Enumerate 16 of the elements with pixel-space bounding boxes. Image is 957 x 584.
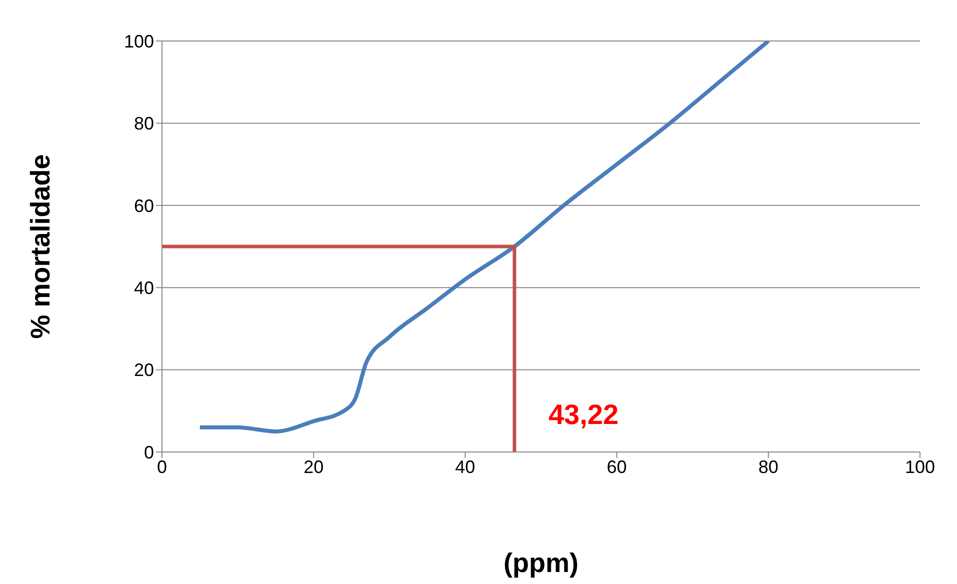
x-tick-label: 40 — [455, 456, 476, 477]
y-tick-label: 40 — [134, 278, 154, 298]
x-axis-title: (ppm) — [504, 548, 578, 578]
x-tick-label: 20 — [304, 456, 324, 477]
y-tick-label: 0 — [144, 442, 154, 462]
y-tick-label: 100 — [124, 31, 154, 52]
x-tick-label: 100 — [904, 456, 936, 477]
y-tick-label: 80 — [134, 114, 154, 134]
x-tick-label: 60 — [606, 456, 627, 477]
x-tick-label: 0 — [156, 456, 168, 477]
y-tick-label: 20 — [134, 360, 154, 380]
annotation: 43,22 — [548, 399, 619, 430]
y-axis-title: % mortalidade — [26, 154, 56, 339]
line-series — [198, 41, 770, 434]
x-tick-label: 80 — [758, 456, 778, 477]
y-tick-label: 60 — [134, 196, 154, 216]
